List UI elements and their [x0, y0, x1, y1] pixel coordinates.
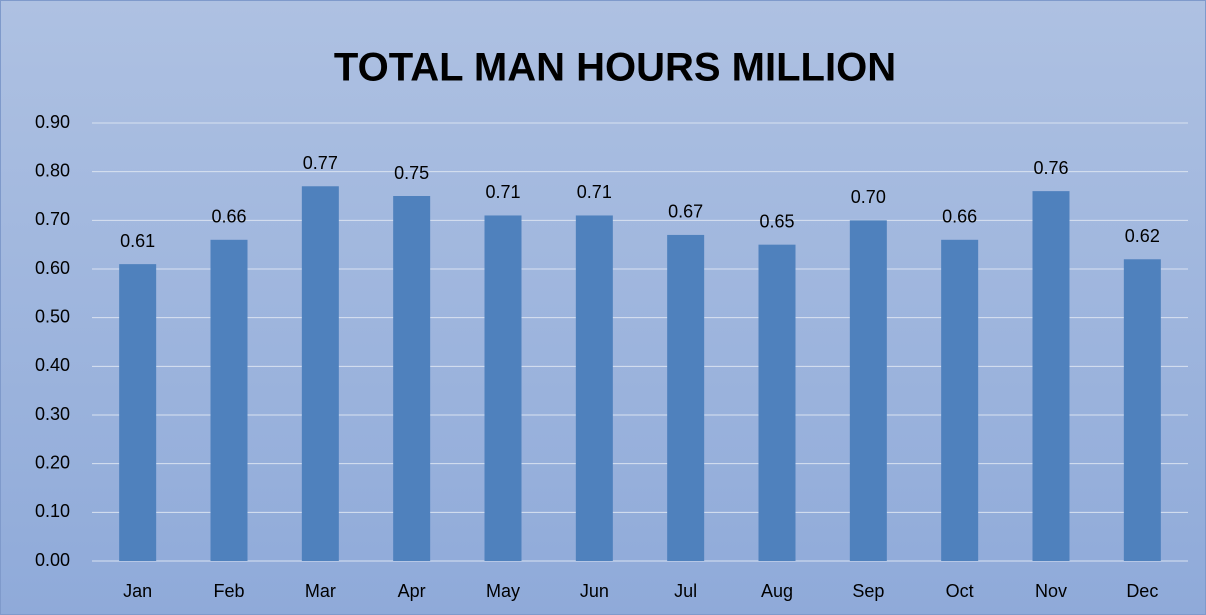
chart-title: TOTAL MAN HOURS MILLION	[334, 46, 896, 90]
bar	[484, 215, 522, 561]
bar	[210, 239, 248, 562]
data-label: 0.71	[485, 182, 520, 202]
y-tick-label: 0.10	[35, 501, 70, 521]
y-tick-label: 0.60	[35, 258, 70, 278]
data-label: 0.65	[759, 211, 794, 231]
bar	[941, 239, 979, 562]
data-label: 0.66	[211, 207, 246, 227]
x-tick-label: Jul	[674, 581, 697, 601]
y-tick-label: 0.50	[35, 306, 70, 326]
data-label: 0.76	[1033, 158, 1068, 178]
bar	[758, 244, 796, 561]
x-tick-label: Mar	[305, 581, 336, 601]
x-tick-label: Aug	[761, 581, 793, 601]
bar	[119, 264, 157, 561]
x-tick-label: Feb	[213, 581, 244, 601]
data-label: 0.66	[942, 207, 977, 227]
y-tick-label: 0.80	[35, 160, 70, 180]
data-label: 0.75	[394, 163, 429, 183]
data-label: 0.77	[303, 153, 338, 173]
x-tick-label: Oct	[946, 581, 974, 601]
x-tick-label: May	[486, 581, 520, 601]
x-tick-label: Jun	[580, 581, 609, 601]
bar	[393, 196, 431, 561]
x-tick-label: Apr	[398, 581, 426, 601]
data-label: 0.61	[120, 231, 155, 251]
bar	[301, 186, 339, 561]
bar	[849, 220, 887, 562]
y-tick-label: 0.30	[35, 404, 70, 424]
x-tick-label: Sep	[852, 581, 884, 601]
data-label: 0.62	[1125, 226, 1160, 246]
x-tick-label: Jan	[123, 581, 152, 601]
x-tick-label: Dec	[1126, 581, 1158, 601]
x-tick-label: Nov	[1035, 581, 1067, 601]
bar	[667, 234, 705, 561]
y-tick-label: 0.70	[35, 209, 70, 229]
y-tick-label: 0.40	[35, 355, 70, 375]
y-tick-label: 0.00	[35, 550, 70, 570]
bar	[1123, 259, 1161, 561]
bar	[1032, 191, 1070, 561]
data-label: 0.67	[668, 202, 703, 222]
y-tick-label: 0.20	[35, 452, 70, 472]
y-tick-label: 0.90	[35, 112, 70, 132]
bar	[575, 215, 613, 561]
data-label: 0.71	[577, 182, 612, 202]
data-label: 0.70	[851, 187, 886, 207]
